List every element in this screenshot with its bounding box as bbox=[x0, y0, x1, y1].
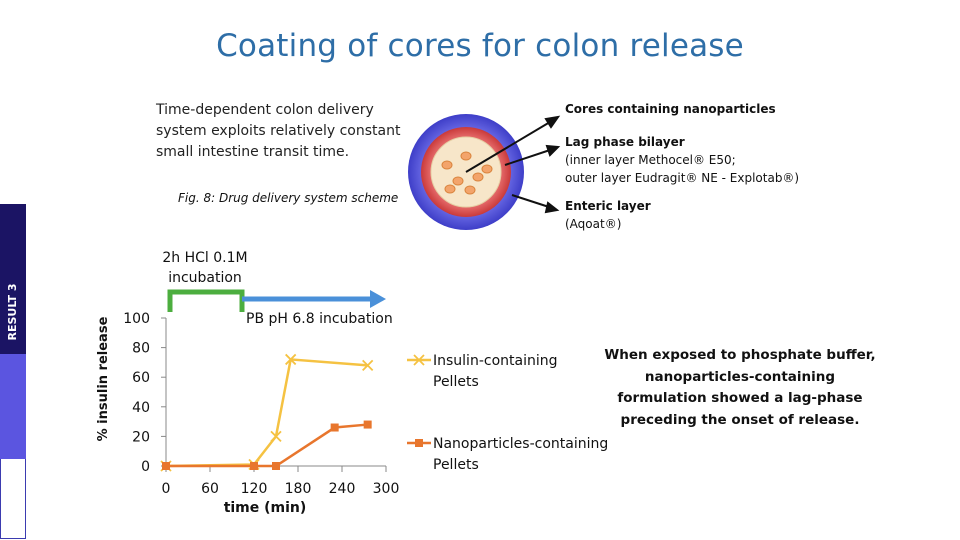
y-tick-label: 0 bbox=[141, 459, 150, 475]
x-tick-label: 180 bbox=[285, 481, 312, 497]
y-tick-label: 80 bbox=[132, 341, 150, 357]
slide-title: Coating of cores for colon release bbox=[216, 28, 744, 64]
enteric-layer-label: Enteric layer (Aqoat®) bbox=[565, 199, 651, 231]
ph-incubation-label: PB pH 6.8 incubation bbox=[246, 311, 393, 327]
y-tick-label: 40 bbox=[132, 400, 150, 416]
data-point-x bbox=[285, 353, 297, 366]
data-point-x bbox=[270, 430, 282, 443]
data-point-x bbox=[362, 359, 374, 371]
nanoparticle-dots bbox=[441, 151, 493, 195]
hcl-incubation-label: 2h HCl 0.1M incubation bbox=[162, 250, 248, 286]
x-tick-label: 120 bbox=[241, 481, 268, 497]
x-axis-label: time (min) bbox=[223, 500, 307, 516]
series-line bbox=[165, 358, 368, 468]
legend-swatch-square bbox=[415, 439, 423, 447]
data-point-square bbox=[330, 423, 339, 432]
legend-label: Insulin-containing Pellets bbox=[433, 353, 558, 390]
x-tick-label: 300 bbox=[373, 481, 400, 497]
figure-caption: Fig. 8: Drug delivery system scheme bbox=[178, 191, 399, 205]
hcl-bracket bbox=[167, 289, 245, 312]
data-point-square bbox=[162, 462, 170, 470]
scheme-arrows bbox=[465, 115, 561, 214]
description-text: Time-dependent colon delivery system exp… bbox=[156, 102, 401, 160]
section-tab-empty bbox=[0, 459, 26, 539]
legend-swatch-x bbox=[413, 354, 425, 366]
y-tick-label: 20 bbox=[132, 429, 150, 445]
conclusion-text: When exposed to phosphate buffer, nanopa… bbox=[604, 347, 876, 428]
lag-phase-label: Lag phase bilayer (inner layer Methocel®… bbox=[565, 135, 800, 185]
ph-arrow-head bbox=[370, 290, 386, 308]
cores-label: Cores containing nanoparticles bbox=[565, 102, 776, 116]
data-point-square bbox=[250, 462, 258, 470]
data-point-square bbox=[272, 462, 280, 470]
legend-label: Nanoparticles-containing Pellets bbox=[433, 436, 608, 473]
x-tick-label: 240 bbox=[329, 481, 356, 497]
y-tick-label: 100 bbox=[123, 311, 150, 327]
section-tab: RESULT 3 bbox=[0, 204, 26, 539]
section-tab-dark bbox=[0, 204, 26, 354]
x-tick-label: 0 bbox=[162, 481, 171, 497]
y-tick-label: 60 bbox=[132, 370, 150, 386]
x-tick-label: 60 bbox=[201, 481, 219, 497]
section-tab-mid bbox=[0, 354, 26, 459]
data-point-square bbox=[363, 420, 372, 429]
